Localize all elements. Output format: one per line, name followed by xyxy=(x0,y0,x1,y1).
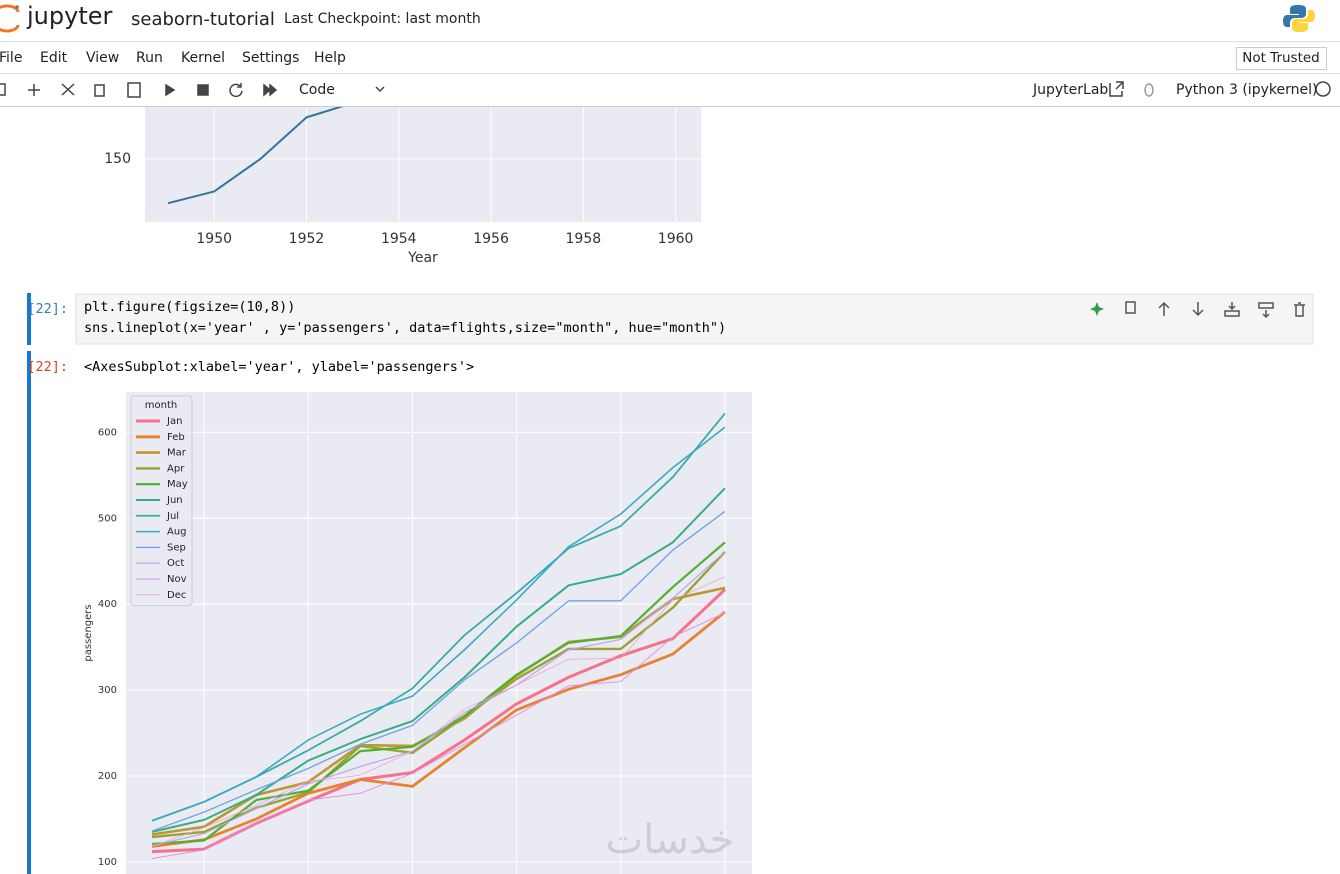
menu-item[interactable]: Kernel xyxy=(181,50,225,66)
plot-background xyxy=(126,392,752,874)
x-tick-label: 1950 xyxy=(196,231,232,247)
app-chrome: jupyter seaborn-tutorial Last Checkpoint… xyxy=(0,0,1340,107)
input-prompt: [22]: xyxy=(27,301,68,317)
legend-label: May xyxy=(167,479,188,490)
notebook-name[interactable]: seaborn-tutorial xyxy=(131,9,275,30)
python-logo xyxy=(1283,5,1315,32)
delete-button[interactable] xyxy=(1294,302,1305,317)
copy-button[interactable] xyxy=(94,84,105,97)
chart-previous xyxy=(145,107,701,222)
jupyter-logo-mark xyxy=(0,4,20,33)
kernel-status xyxy=(1315,81,1331,97)
legend-label: Jan xyxy=(166,416,182,427)
legend-label: Apr xyxy=(167,463,185,474)
cut-button[interactable] xyxy=(61,83,75,96)
data-line xyxy=(151,612,726,860)
menu-item[interactable]: View xyxy=(86,50,119,66)
menu-item[interactable]: Edit xyxy=(40,50,68,66)
output-prompt: [22]: xyxy=(27,359,68,375)
restart-button[interactable] xyxy=(229,83,243,98)
legend-label: Jun xyxy=(166,495,183,506)
cell-type-chevron[interactable] xyxy=(375,86,385,93)
data-line xyxy=(151,551,726,847)
y-axis-title: passengers xyxy=(83,604,94,661)
y-tick-label: 300 xyxy=(98,685,117,696)
logo-text: jupyter xyxy=(26,2,112,30)
y-tick-label: 400 xyxy=(98,599,117,610)
toolbar-icons xyxy=(0,81,1331,98)
legend-label: Mar xyxy=(167,448,187,459)
data-line xyxy=(167,107,344,205)
duplicate-button[interactable] xyxy=(1125,301,1136,314)
open-jupyterlab[interactable]: JupyterLab xyxy=(1032,82,1108,98)
code-cell[interactable] xyxy=(75,293,1314,345)
run-button[interactable] xyxy=(165,83,176,97)
x-axis-title: Year xyxy=(407,250,438,266)
y-tick-label: 600 xyxy=(98,427,117,438)
insert-above-button[interactable] xyxy=(1224,302,1240,317)
cell-selection-bar xyxy=(27,293,31,345)
watermark: خدسات xyxy=(605,817,734,863)
legend-label: Dec xyxy=(167,590,186,601)
run-all-button[interactable] xyxy=(263,83,278,97)
x-tick-label: 1956 xyxy=(473,231,509,247)
add-cell-button[interactable] xyxy=(28,84,40,96)
y-tick-label: 500 xyxy=(98,513,117,524)
cell-selection-bar xyxy=(27,351,31,874)
legend-label: Jul xyxy=(166,511,179,522)
trust-button[interactable] xyxy=(1236,47,1327,70)
menu-item[interactable]: File xyxy=(0,50,22,66)
y-tick-label: 200 xyxy=(98,771,117,782)
legend-label: Oct xyxy=(167,558,184,569)
x-tick-label: 1958 xyxy=(566,231,602,247)
legend-label: Sep xyxy=(167,542,186,553)
plot-background xyxy=(145,107,701,222)
kernel-name[interactable]: Python 3 (ipykernel) xyxy=(1176,82,1317,98)
chart-lineplot xyxy=(126,392,752,874)
open-jupyterlab-icon[interactable] xyxy=(1109,81,1124,97)
menu-item[interactable]: Run xyxy=(136,50,163,66)
legend-title: month xyxy=(145,400,177,411)
trust-label: Not Trusted xyxy=(1242,50,1320,66)
x-tick-label: 1960 xyxy=(658,231,694,247)
y-tick-label: 150 xyxy=(104,151,131,167)
ai-button[interactable] xyxy=(1090,302,1104,316)
data-line xyxy=(151,510,726,832)
code-line: plt.figure(figsize=(10,8)) xyxy=(84,299,295,315)
legend-label: Aug xyxy=(167,527,187,538)
data-line xyxy=(151,610,726,848)
menu-item[interactable]: Help xyxy=(314,50,346,66)
data-line xyxy=(151,426,726,822)
checkpoint: Last Checkpoint: last month xyxy=(284,11,481,27)
debugger-icon[interactable] xyxy=(1144,83,1154,97)
data-line xyxy=(151,487,726,833)
data-line xyxy=(151,588,726,854)
y-tick-label: 100 xyxy=(98,857,117,868)
data-line xyxy=(151,550,726,839)
legend-label: Nov xyxy=(167,574,187,585)
output-text: <AxesSubplot:xlabel='year', ylabel='pass… xyxy=(84,359,474,375)
save-button[interactable] xyxy=(0,83,6,96)
data-line xyxy=(151,576,726,847)
legend: month Jan Feb Mar Apr May Jun Jul Aug Sep Oct Nov De… xyxy=(130,395,193,607)
legend-box xyxy=(130,395,193,607)
chart-lineplot-axes: 100 200 300 400 500 600 passengers month Jan Feb M… xyxy=(83,395,193,868)
legend-label: Feb xyxy=(167,432,185,443)
move-down-button[interactable] xyxy=(1192,302,1204,317)
code-line: sns.lineplot(x='year' , y='passengers', … xyxy=(84,320,726,336)
chart-previous-axes: 1950 1952 1954 1956 1958 1960 150 Year xyxy=(104,151,693,266)
notebook-content: 1950 1952 1954 1956 1958 1960 150 Year [22]: pl… xyxy=(27,107,1314,874)
paste-button[interactable] xyxy=(127,82,141,98)
x-tick-label: 1952 xyxy=(289,231,325,247)
stop-button[interactable] xyxy=(197,84,209,96)
cell-type[interactable]: Code xyxy=(299,82,335,98)
insert-below-button[interactable] xyxy=(1258,302,1274,319)
x-tick-label: 1954 xyxy=(381,231,417,247)
cell-toolbar xyxy=(1090,301,1305,319)
menu-item[interactable]: Settings xyxy=(242,50,299,66)
move-up-button[interactable] xyxy=(1158,301,1170,316)
